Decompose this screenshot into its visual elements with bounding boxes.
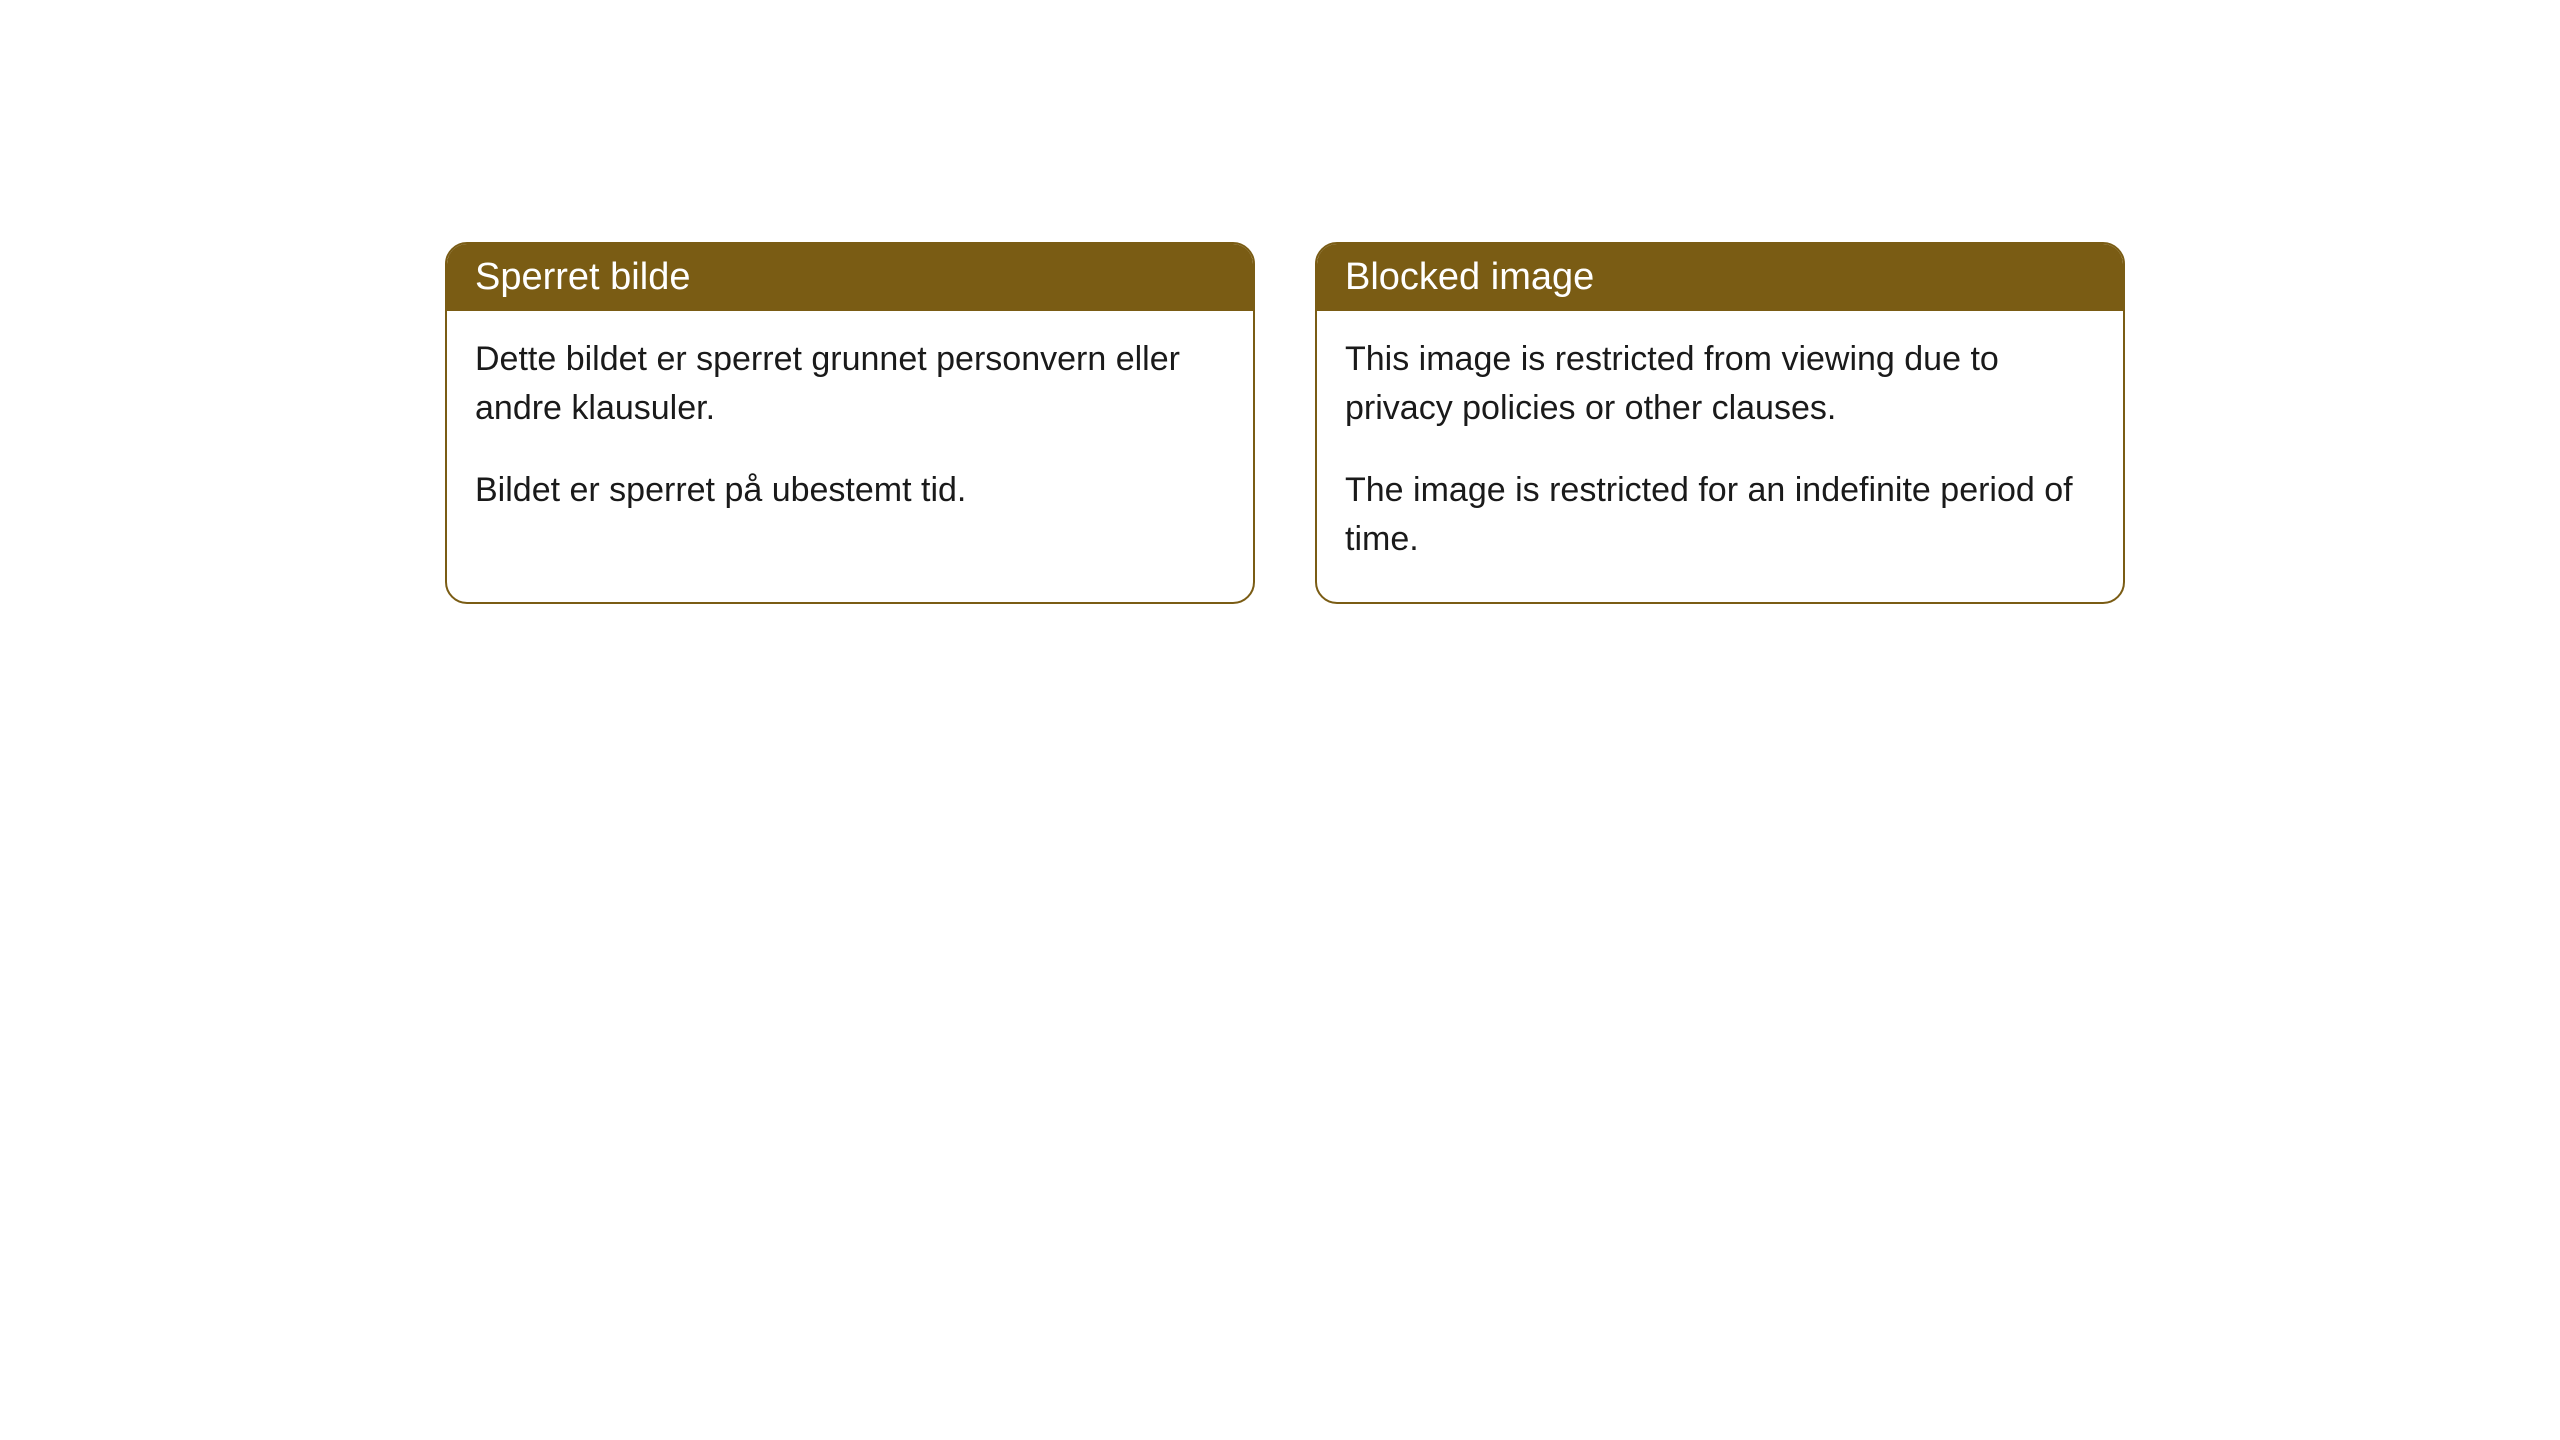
card-text-line-1: This image is restricted from viewing du…	[1345, 335, 2095, 434]
card-text-line-2: Bildet er sperret på ubestemt tid.	[475, 466, 1225, 515]
card-body: This image is restricted from viewing du…	[1317, 311, 2123, 602]
card-text-line-1: Dette bildet er sperret grunnet personve…	[475, 335, 1225, 434]
blocked-image-card-en: Blocked image This image is restricted f…	[1315, 242, 2125, 604]
notice-cards-container: Sperret bilde Dette bildet er sperret gr…	[445, 242, 2125, 604]
card-title: Sperret bilde	[447, 244, 1253, 311]
blocked-image-card-no: Sperret bilde Dette bildet er sperret gr…	[445, 242, 1255, 604]
card-body: Dette bildet er sperret grunnet personve…	[447, 311, 1253, 553]
card-title: Blocked image	[1317, 244, 2123, 311]
card-text-line-2: The image is restricted for an indefinit…	[1345, 466, 2095, 565]
